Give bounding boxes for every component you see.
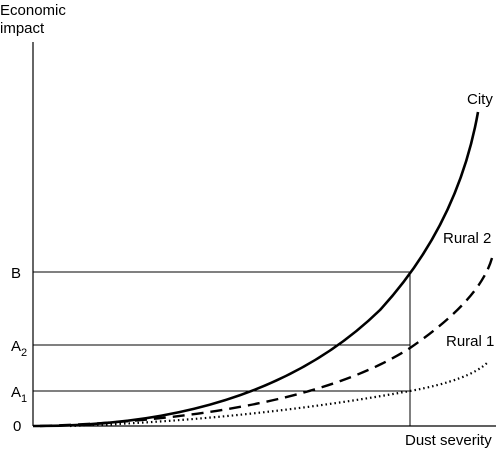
x-axis-label: Dust severity xyxy=(405,432,492,449)
series-label-city: City xyxy=(467,91,493,108)
y-marker-b: B xyxy=(11,265,21,282)
series-line-city xyxy=(32,111,480,428)
y-axis-label: Economic xyxy=(0,2,66,19)
y-marker-a2-subscript: 2 xyxy=(21,347,27,359)
y-marker-a2: A2 xyxy=(11,338,27,359)
series-line-rural-2 xyxy=(39,257,494,428)
origin-label: 0 xyxy=(13,418,21,435)
y-marker-a1: A1 xyxy=(11,384,27,405)
y-marker-a2-base: A xyxy=(11,338,21,355)
series-label-rural-1: Rural 1 xyxy=(446,333,494,350)
series-label-rural-2: Rural 2 xyxy=(443,230,491,247)
y-axis-label-line2: impact xyxy=(0,20,45,37)
series-line-rural-1 xyxy=(69,361,489,428)
y-marker-a1-base: A xyxy=(11,384,21,401)
y-marker-a1-subscript: 1 xyxy=(21,393,27,405)
